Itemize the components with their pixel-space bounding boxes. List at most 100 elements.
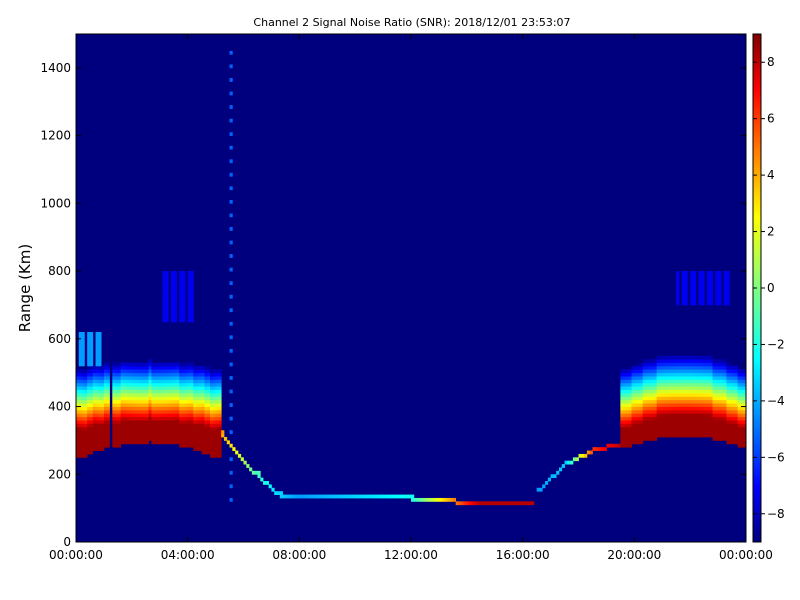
heatmap-cell <box>179 403 183 407</box>
heatmap-cell <box>670 423 674 428</box>
heatmap-cell <box>659 399 663 404</box>
heatmap-cell <box>190 301 194 306</box>
heatmap-cell <box>198 423 203 428</box>
heatmap-cell <box>662 386 666 390</box>
heatmap-cell <box>212 423 216 428</box>
heatmap-cell <box>140 413 144 418</box>
heatmap-cell <box>210 372 214 377</box>
heatmap-cell <box>87 416 91 421</box>
heatmap-cell <box>162 311 166 316</box>
heatmap-cell <box>631 399 635 404</box>
heatmap-cell <box>182 437 186 441</box>
heatmap-cell <box>165 433 169 438</box>
heatmap-cell <box>656 396 660 401</box>
heatmap-cell <box>137 392 141 397</box>
heatmap-cell <box>179 433 183 438</box>
heatmap-cell <box>651 382 655 387</box>
heatmap-cell <box>701 389 705 394</box>
heatmap-cell <box>732 392 736 397</box>
heatmap-cell <box>648 420 652 424</box>
heatmap-cell <box>366 494 370 499</box>
heatmap-cell <box>190 403 194 407</box>
heatmap-cell <box>653 406 658 411</box>
heatmap-cell <box>95 443 99 448</box>
heatmap-cell <box>112 389 116 394</box>
heatmap-cell <box>87 355 91 360</box>
heatmap-cell <box>112 413 116 418</box>
heatmap-cell <box>151 403 155 407</box>
heatmap-cell <box>137 430 141 435</box>
heatmap-cell <box>106 376 110 380</box>
heatmap-cell <box>684 372 688 377</box>
heatmap-cell <box>229 199 233 204</box>
heatmap-cell <box>491 501 496 506</box>
heatmap-cell <box>151 437 155 441</box>
heatmap-cell <box>690 406 694 411</box>
heatmap-cell <box>218 433 222 438</box>
heatmap-cell <box>101 420 105 424</box>
heatmap-cell <box>631 403 635 407</box>
heatmap-cell <box>723 359 727 363</box>
heatmap-cell <box>179 315 183 319</box>
heatmap-cell <box>676 423 680 428</box>
heatmap-cell <box>89 392 94 397</box>
heatmap-cell <box>651 365 655 370</box>
heatmap-cell <box>676 413 680 418</box>
heatmap-cell <box>207 403 211 407</box>
heatmap-cell <box>469 501 473 506</box>
heatmap-cell <box>639 362 644 367</box>
heatmap-cell <box>101 426 105 431</box>
heatmap-cell <box>76 376 80 380</box>
heatmap-cell <box>681 392 685 397</box>
heatmap-cell <box>279 491 283 495</box>
heatmap-cell <box>115 379 119 384</box>
heatmap-cell <box>215 369 219 374</box>
heatmap-cell <box>98 399 102 404</box>
heatmap-cell <box>684 291 688 296</box>
heatmap-cell <box>193 365 197 370</box>
heatmap-cell <box>732 365 736 370</box>
heatmap-cell <box>620 406 624 411</box>
heatmap-cell <box>720 372 725 377</box>
heatmap-cell <box>662 376 666 380</box>
heatmap-cell <box>176 440 180 445</box>
heatmap-cell <box>706 403 711 407</box>
heatmap-cell <box>701 406 705 411</box>
heatmap-cell <box>656 379 660 384</box>
heatmap-cell <box>408 494 412 499</box>
heatmap-cell <box>659 409 663 414</box>
heatmap-cell <box>187 376 191 380</box>
heatmap-cell <box>193 416 197 421</box>
heatmap-cell <box>344 494 348 499</box>
heatmap-cell <box>709 288 713 292</box>
heatmap-cell <box>198 420 203 424</box>
heatmap-cell <box>120 386 124 390</box>
heatmap-cell <box>176 392 180 397</box>
heatmap-cell <box>341 494 345 499</box>
heatmap-cell <box>129 365 133 370</box>
heatmap-cell <box>187 318 191 323</box>
heatmap-cell <box>162 386 166 390</box>
heatmap-cell <box>81 392 85 397</box>
heatmap-cell <box>140 437 144 441</box>
heatmap-cell <box>720 416 725 421</box>
y-tick-label: 400 <box>48 400 71 414</box>
x-tick-label: 16:00:00 <box>496 548 550 562</box>
heatmap-cell <box>720 379 725 384</box>
heatmap-cell <box>193 443 197 448</box>
heatmap-cell <box>140 376 144 380</box>
heatmap-cell <box>631 420 635 424</box>
heatmap-cell <box>734 430 739 435</box>
heatmap-cell <box>676 301 680 306</box>
heatmap-cell <box>196 396 200 401</box>
heatmap-cell <box>670 365 674 370</box>
heatmap-cell <box>165 406 169 411</box>
heatmap-cell <box>210 392 214 397</box>
heatmap-cell <box>637 430 641 435</box>
heatmap-cell <box>723 291 727 296</box>
heatmap-cell <box>648 399 652 404</box>
heatmap-cell <box>76 406 80 411</box>
heatmap-cell <box>81 396 85 401</box>
heatmap-cell <box>218 423 222 428</box>
